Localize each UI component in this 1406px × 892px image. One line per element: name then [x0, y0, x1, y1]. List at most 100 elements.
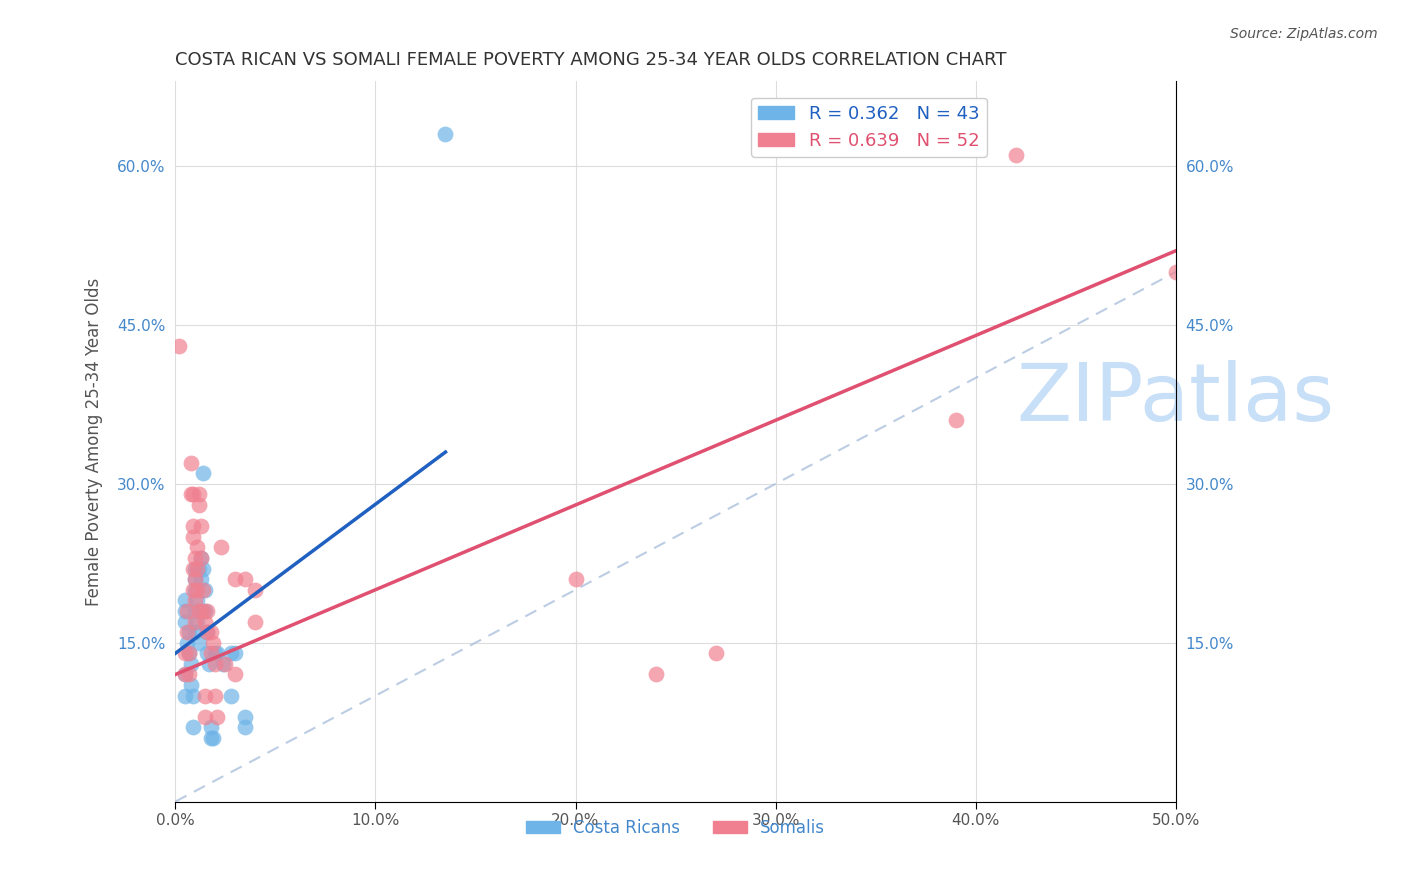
- Point: [235, 572, 257, 586]
- Point: [193, 582, 215, 597]
- Point: [224, 572, 246, 586]
- Point: [197, 625, 219, 640]
- Point: [184, 572, 207, 586]
- Point: [188, 636, 211, 650]
- Point: [188, 487, 211, 501]
- Point: [193, 604, 215, 618]
- Text: Source: ZipAtlas.com: Source: ZipAtlas.com: [1230, 27, 1378, 41]
- Legend: Costa Ricans, Somalis: Costa Ricans, Somalis: [520, 813, 831, 844]
- Point: [212, 657, 235, 671]
- Text: COSTA RICAN VS SOMALI FEMALE POVERTY AMONG 25-34 YEAR OLDS CORRELATION CHART: COSTA RICAN VS SOMALI FEMALE POVERTY AMO…: [176, 51, 1007, 69]
- Point: [176, 604, 198, 618]
- Point: [186, 593, 208, 607]
- Point: [184, 593, 207, 607]
- Point: [564, 572, 586, 586]
- Point: [197, 604, 219, 618]
- Point: [190, 551, 212, 566]
- Point: [184, 582, 207, 597]
- Point: [214, 657, 236, 671]
- Point: [204, 646, 226, 660]
- Point: [179, 646, 201, 660]
- Point: [174, 667, 197, 681]
- Point: [176, 625, 198, 640]
- Point: [194, 615, 217, 629]
- Point: [204, 689, 226, 703]
- Point: [174, 604, 197, 618]
- Point: [190, 572, 212, 586]
- Point: [197, 625, 219, 640]
- Point: [200, 721, 222, 735]
- Point: [183, 519, 205, 533]
- Point: [194, 604, 217, 618]
- Point: [184, 625, 207, 640]
- Point: [188, 498, 211, 512]
- Point: [704, 646, 727, 660]
- Point: [200, 731, 222, 745]
- Point: [183, 582, 205, 597]
- Point: [245, 615, 267, 629]
- Point: [184, 561, 207, 575]
- Point: [180, 456, 202, 470]
- Point: [644, 667, 666, 681]
- Point: [221, 689, 243, 703]
- Point: [200, 646, 222, 660]
- Point: [180, 678, 202, 692]
- Point: [224, 667, 246, 681]
- Point: [188, 561, 211, 575]
- Point: [193, 561, 215, 575]
- Point: [179, 667, 201, 681]
- Point: [224, 646, 246, 660]
- Point: [207, 710, 229, 724]
- Point: [183, 530, 205, 544]
- Point: [183, 487, 205, 501]
- Point: [180, 487, 202, 501]
- Point: [202, 636, 225, 650]
- Point: [179, 625, 201, 640]
- Point: [235, 710, 257, 724]
- Point: [183, 721, 205, 735]
- Point: [174, 667, 197, 681]
- Point: [169, 339, 191, 353]
- Point: [184, 572, 207, 586]
- Point: [194, 582, 217, 597]
- Point: [194, 689, 217, 703]
- Point: [434, 128, 457, 142]
- Point: [184, 604, 207, 618]
- Point: [197, 646, 219, 660]
- Point: [179, 646, 201, 660]
- Point: [184, 615, 207, 629]
- Point: [207, 646, 229, 660]
- Point: [200, 625, 222, 640]
- Point: [183, 561, 205, 575]
- Point: [235, 721, 257, 735]
- Point: [198, 657, 221, 671]
- Point: [186, 582, 208, 597]
- Point: [202, 731, 225, 745]
- Point: [176, 636, 198, 650]
- Point: [174, 615, 197, 629]
- Point: [186, 561, 208, 575]
- Point: [174, 593, 197, 607]
- Point: [190, 519, 212, 533]
- Point: [180, 657, 202, 671]
- Point: [174, 646, 197, 660]
- Point: [945, 413, 967, 427]
- Text: ZIPatlas: ZIPatlas: [1017, 360, 1334, 438]
- Point: [245, 582, 267, 597]
- Point: [186, 541, 208, 555]
- Point: [184, 551, 207, 566]
- Y-axis label: Female Poverty Among 25-34 Year Olds: Female Poverty Among 25-34 Year Olds: [86, 277, 103, 606]
- Point: [1004, 148, 1026, 162]
- Point: [183, 689, 205, 703]
- Point: [174, 689, 197, 703]
- Point: [193, 467, 215, 481]
- Point: [188, 604, 211, 618]
- Point: [1164, 265, 1187, 279]
- Point: [221, 646, 243, 660]
- Point: [186, 615, 208, 629]
- Point: [190, 604, 212, 618]
- Point: [194, 710, 217, 724]
- Point: [209, 541, 232, 555]
- Point: [204, 657, 226, 671]
- Point: [190, 551, 212, 566]
